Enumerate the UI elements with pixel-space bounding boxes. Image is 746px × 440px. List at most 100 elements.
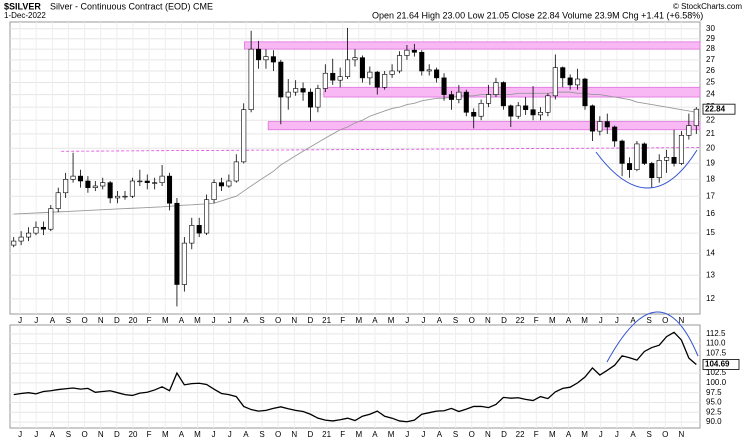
x-tick-label: A bbox=[566, 430, 572, 439]
candle-body bbox=[411, 49, 417, 53]
candle-body bbox=[40, 226, 46, 230]
candle-body bbox=[508, 105, 514, 117]
y-tick-label: 30 bbox=[706, 24, 715, 33]
resistance-zone bbox=[323, 86, 701, 98]
candle-body bbox=[582, 78, 588, 107]
candle-body bbox=[471, 111, 477, 117]
candle-body bbox=[256, 48, 262, 61]
candle-body bbox=[404, 49, 410, 56]
x-tick-label: F bbox=[147, 430, 152, 439]
candle-body bbox=[196, 225, 202, 234]
candle-body bbox=[241, 109, 247, 163]
x-tick-label: N bbox=[98, 430, 104, 439]
x-tick-label: J bbox=[212, 430, 216, 439]
candle-body bbox=[270, 56, 276, 63]
y-tick-label: 95.0 bbox=[706, 398, 722, 407]
candle-body bbox=[478, 102, 484, 117]
x-tick-label: O bbox=[662, 430, 668, 439]
candle-body bbox=[55, 192, 61, 209]
candle-body bbox=[493, 82, 499, 95]
candle-body bbox=[567, 77, 573, 86]
candle-body bbox=[159, 175, 165, 183]
x-tick-label: O bbox=[82, 430, 88, 439]
x-tick-label: O bbox=[275, 430, 281, 439]
y-tick-label: 24 bbox=[706, 90, 715, 99]
y-tick-label: 22 bbox=[706, 115, 715, 124]
y-tick-label: 92.5 bbox=[706, 407, 722, 416]
x-tick-label: F bbox=[340, 430, 345, 439]
candle-body bbox=[85, 180, 91, 188]
y-tick-label: 18 bbox=[706, 174, 715, 183]
x-tick-label: M bbox=[355, 430, 362, 439]
candle-body bbox=[448, 94, 454, 100]
y-tick-label: 26 bbox=[706, 66, 715, 75]
candle-body bbox=[612, 126, 618, 142]
x-tick-label: A bbox=[566, 316, 572, 325]
x-tick-label: D bbox=[114, 316, 120, 325]
x-tick-label: S bbox=[453, 316, 458, 325]
x-tick-label: N bbox=[291, 316, 297, 325]
candle-body bbox=[315, 88, 321, 108]
x-tick-label: O bbox=[82, 316, 88, 325]
x-tick-label: S bbox=[66, 430, 71, 439]
y-tick-label: 21 bbox=[706, 129, 715, 138]
candle-body bbox=[456, 91, 462, 100]
x-tick-label: J bbox=[228, 430, 232, 439]
x-tick-label: M bbox=[581, 430, 588, 439]
x-tick-label: 21 bbox=[322, 316, 331, 325]
x-tick-label: F bbox=[534, 430, 539, 439]
x-tick-label: J bbox=[34, 430, 38, 439]
x-tick-label: M bbox=[581, 316, 588, 325]
x-tick-label: D bbox=[114, 430, 120, 439]
candle-body bbox=[322, 72, 328, 89]
x-tick-label: F bbox=[147, 316, 152, 325]
y-tick-label: 29 bbox=[706, 34, 715, 43]
x-tick-label: J bbox=[34, 316, 38, 325]
last-price-box bbox=[702, 103, 736, 115]
y-tick-label: 107.5 bbox=[706, 349, 727, 358]
x-tick-label: J bbox=[421, 316, 425, 325]
line-series bbox=[13, 331, 697, 423]
candle-body bbox=[248, 48, 254, 110]
candle-body bbox=[678, 135, 684, 164]
candle-body bbox=[693, 108, 699, 126]
quote: Open 21.64 High 23.00 Low 21.05 Close 22… bbox=[372, 10, 703, 20]
x-tick-label: 20 bbox=[129, 430, 138, 439]
candle-body bbox=[441, 77, 447, 95]
candle-body bbox=[560, 67, 566, 79]
y-tick-label: 28 bbox=[706, 44, 715, 53]
candle-body bbox=[77, 175, 84, 182]
candle-body bbox=[26, 232, 32, 238]
y-tick-label: 16 bbox=[706, 209, 715, 218]
candle-body bbox=[166, 175, 173, 204]
candle-body bbox=[107, 182, 113, 199]
x-tick-label: J bbox=[615, 430, 619, 439]
candle-body bbox=[649, 163, 655, 179]
x-tick-label: J bbox=[18, 316, 22, 325]
x-tick-label: A bbox=[179, 316, 185, 325]
arc-annotation bbox=[606, 311, 699, 363]
x-tick-label: A bbox=[243, 316, 249, 325]
x-tick-label: 22 bbox=[516, 316, 525, 325]
subtitle: Silver - Continuous Contract (EOD) CME bbox=[50, 1, 213, 11]
candle-body bbox=[575, 78, 581, 86]
y-tick-label: 20 bbox=[706, 143, 715, 152]
x-tick-label: M bbox=[388, 430, 395, 439]
candle-body bbox=[300, 88, 306, 93]
candle-body bbox=[204, 199, 210, 234]
x-tick-label: N bbox=[485, 430, 491, 439]
candle-body bbox=[486, 94, 492, 104]
candle-body bbox=[152, 182, 158, 184]
x-tick-label: M bbox=[388, 316, 395, 325]
x-tick-label: D bbox=[501, 316, 507, 325]
candle-body bbox=[523, 105, 529, 110]
candle-body bbox=[100, 182, 106, 187]
candle-body bbox=[226, 180, 232, 187]
candle-body bbox=[597, 121, 603, 132]
candle-body bbox=[278, 61, 284, 98]
candle-body bbox=[70, 175, 76, 180]
x-tick-label: M bbox=[162, 316, 169, 325]
x-tick-label: D bbox=[308, 430, 314, 439]
candle-body bbox=[337, 76, 343, 81]
